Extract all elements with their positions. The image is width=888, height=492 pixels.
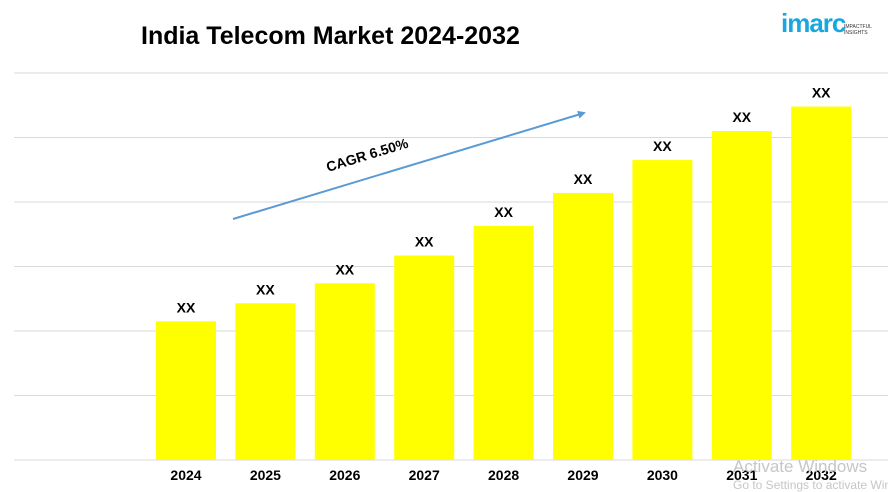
bar-2026 [314, 283, 375, 460]
cagr-arrow [232, 110, 586, 220]
data-label-2030: XX [653, 138, 672, 154]
bar-2024 [156, 321, 216, 460]
x-tick-label-2031: 2031 [726, 467, 757, 483]
bar-2032 [791, 106, 852, 460]
data-label-2024: XX [177, 299, 196, 315]
data-label-2027: XX [415, 234, 434, 250]
data-label-2026: XX [335, 261, 354, 277]
bar-2028 [473, 225, 534, 460]
x-tick-label-2026: 2026 [329, 467, 360, 483]
x-tick-label-2029: 2029 [567, 467, 598, 483]
bar-2029 [553, 192, 613, 460]
bar-2030 [632, 160, 693, 460]
chart-title: India Telecom Market 2024-2032 [141, 22, 520, 50]
x-tick-label-2025: 2025 [250, 467, 281, 483]
data-label-2031: XX [732, 109, 751, 125]
data-label-2025: XX [256, 281, 275, 297]
bar-2025 [235, 303, 296, 460]
bar-2027 [394, 255, 455, 460]
x-tick-label-2030: 2030 [647, 467, 678, 483]
logo-wordmark: imarc [781, 8, 846, 38]
x-tick-label-2028: 2028 [488, 467, 519, 483]
x-tick-label-2027: 2027 [409, 467, 440, 483]
watermark-line-1: Activate Windows [733, 457, 868, 476]
x-tick-label-2032: 2032 [806, 467, 837, 483]
x-tick-label-2024: 2024 [170, 467, 201, 483]
bar-2031 [711, 131, 772, 461]
data-label-2032: XX [812, 85, 831, 101]
logo-tagline: IMPACTFUL INSIGHTS [844, 24, 872, 36]
imarc-logo: imarc IMPACTFUL INSIGHTS [781, 8, 881, 42]
data-label-2028: XX [494, 204, 513, 220]
watermark-line-2: Go to Settings to activate Windows. [733, 478, 888, 492]
data-label-2029: XX [574, 171, 593, 187]
activate-windows-watermark: Activate Windows Go to Settings to activ… [733, 457, 888, 492]
